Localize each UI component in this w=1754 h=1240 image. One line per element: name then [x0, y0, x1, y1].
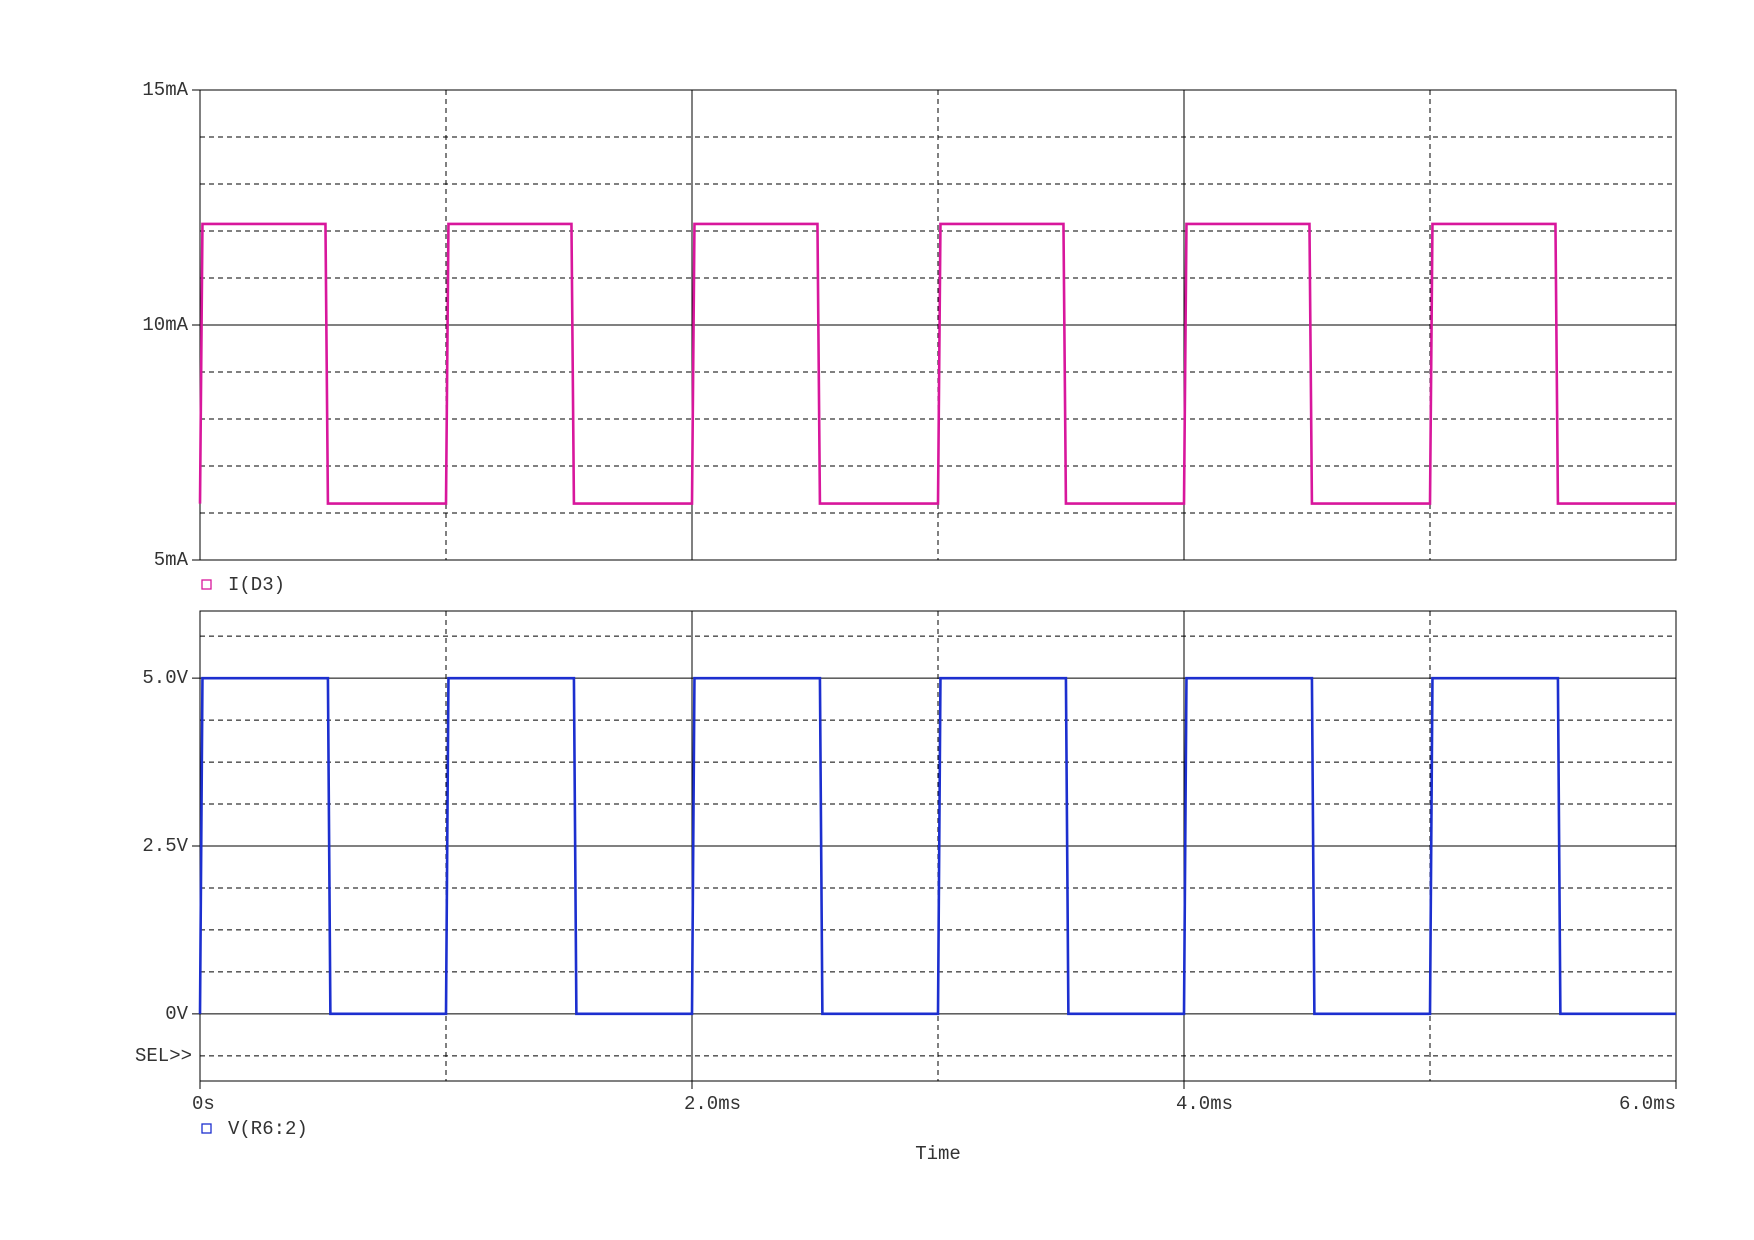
- legend-label: V(R6:2): [228, 1118, 308, 1140]
- y-tick-label: 5mA: [154, 549, 189, 571]
- y-tick-label: 2.5V: [142, 835, 188, 857]
- annotation: SEL>>: [135, 1045, 192, 1067]
- x-tick-label: 4.0ms: [1176, 1093, 1233, 1115]
- legend-label: I(D3): [228, 574, 285, 596]
- x-tick-label: 2.0ms: [684, 1093, 741, 1115]
- y-tick-label: 5.0V: [142, 667, 188, 689]
- legend-marker: [201, 1123, 212, 1134]
- x-tick-label: 6.0ms: [1619, 1093, 1676, 1115]
- series-line: [198, 222, 1676, 505]
- x-tick-label: 0s: [192, 1093, 215, 1115]
- plot-frame: [199, 89, 1677, 561]
- series-line: [198, 676, 1676, 1016]
- y-tick-label: 10mA: [142, 314, 188, 336]
- y-tick-label: 0V: [165, 1003, 188, 1025]
- y-tick-label: 15mA: [142, 79, 188, 101]
- x-axis-title: Time: [915, 1143, 961, 1165]
- legend-marker: [201, 579, 212, 590]
